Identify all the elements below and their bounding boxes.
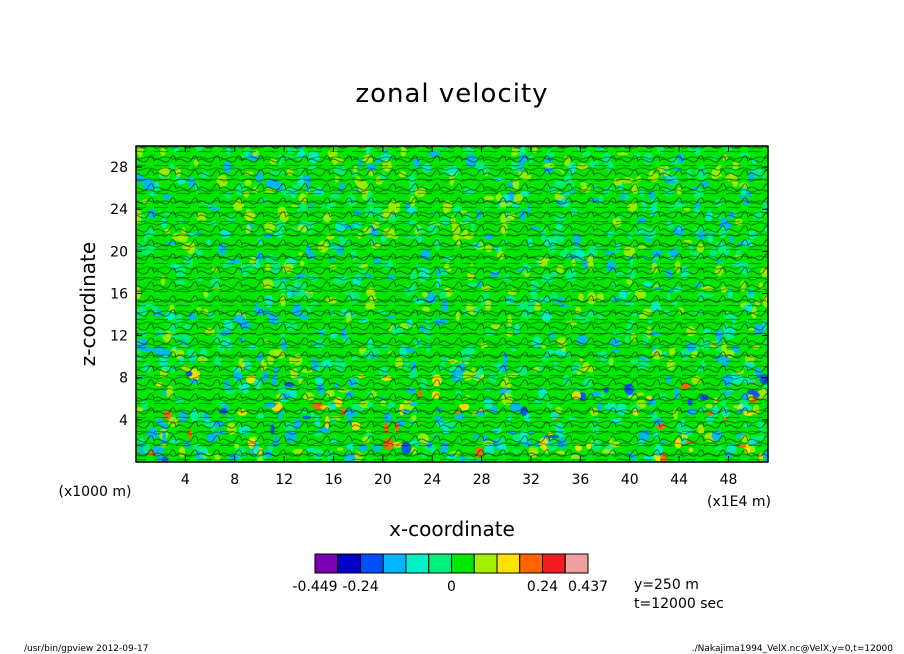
colorbar-swatch <box>451 553 475 574</box>
y-tick-label: 12 <box>110 329 128 345</box>
y-tick-label: 20 <box>110 244 128 260</box>
colorbar-swatch <box>405 553 430 574</box>
x-tick-label: 32 <box>522 472 540 488</box>
x-tick-label: 20 <box>374 472 392 488</box>
colorbar-swatch <box>496 553 521 574</box>
colorbar-label: 0.24 <box>527 579 558 595</box>
colorbar-swatch <box>314 553 339 574</box>
y-unit-label: (x1000 m) <box>59 484 132 500</box>
y-tick-label: 8 <box>119 371 128 387</box>
time-annotation: t=12000 sec <box>634 596 724 612</box>
y-axis: 4 8 12 16 20 24 28 <box>110 160 768 429</box>
x-tick-label: 36 <box>571 472 589 488</box>
y-tick-label: 28 <box>110 160 128 176</box>
footer-right: ./Nakajima1994_VelX.nc@VelX,y=0,t=12000 <box>692 644 894 654</box>
colorbar-label: -0.449 <box>292 579 337 595</box>
x-tick-label: 4 <box>181 472 190 488</box>
footer-left: /usr/bin/gpview 2012-09-17 <box>24 644 148 654</box>
colorbar-label: 0 <box>447 579 456 595</box>
colorbar-label: -0.24 <box>342 579 378 595</box>
x-tick-label: 24 <box>423 472 441 488</box>
colorbar-labels: -0.449 -0.24 0 0.24 0.437 <box>292 579 608 595</box>
x-tick-label: 16 <box>325 472 343 488</box>
colorbar-swatch <box>337 553 361 574</box>
colorbar-label: 0.437 <box>568 579 608 595</box>
colorbar-swatch <box>473 553 498 574</box>
colorbar-swatch <box>564 553 589 574</box>
x-tick-label: 48 <box>720 472 738 488</box>
x-tick-label: 8 <box>230 472 239 488</box>
y-slice-annotation: y=250 m <box>634 577 699 593</box>
colorbar-swatch <box>428 553 452 574</box>
colorbar-swatch <box>382 553 407 574</box>
x-tick-label: 40 <box>621 472 639 488</box>
plot-frame <box>135 145 769 463</box>
colorbar <box>314 553 589 574</box>
x-tick-label: 12 <box>275 472 293 488</box>
x-unit-label: (x1E4 m) <box>707 494 771 510</box>
contour-lines-secondary <box>136 146 768 462</box>
colorbar-swatch <box>519 553 543 574</box>
colorbar-swatch <box>542 553 566 574</box>
y-tick-label: 16 <box>110 286 128 302</box>
y-tick-label: 24 <box>110 202 128 218</box>
y-tick-label: 4 <box>119 413 128 429</box>
colorbar-swatch <box>360 553 384 574</box>
y-axis-title: z-coordinate <box>76 242 100 366</box>
plot-area <box>135 145 769 463</box>
chart-title: zonal velocity <box>355 79 548 109</box>
x-tick-label: 44 <box>670 472 688 488</box>
x-tick-label: 28 <box>473 472 491 488</box>
x-axis: 4 8 12 16 20 24 28 32 36 40 44 48 <box>181 146 738 488</box>
x-axis-title: x-coordinate <box>389 517 515 541</box>
